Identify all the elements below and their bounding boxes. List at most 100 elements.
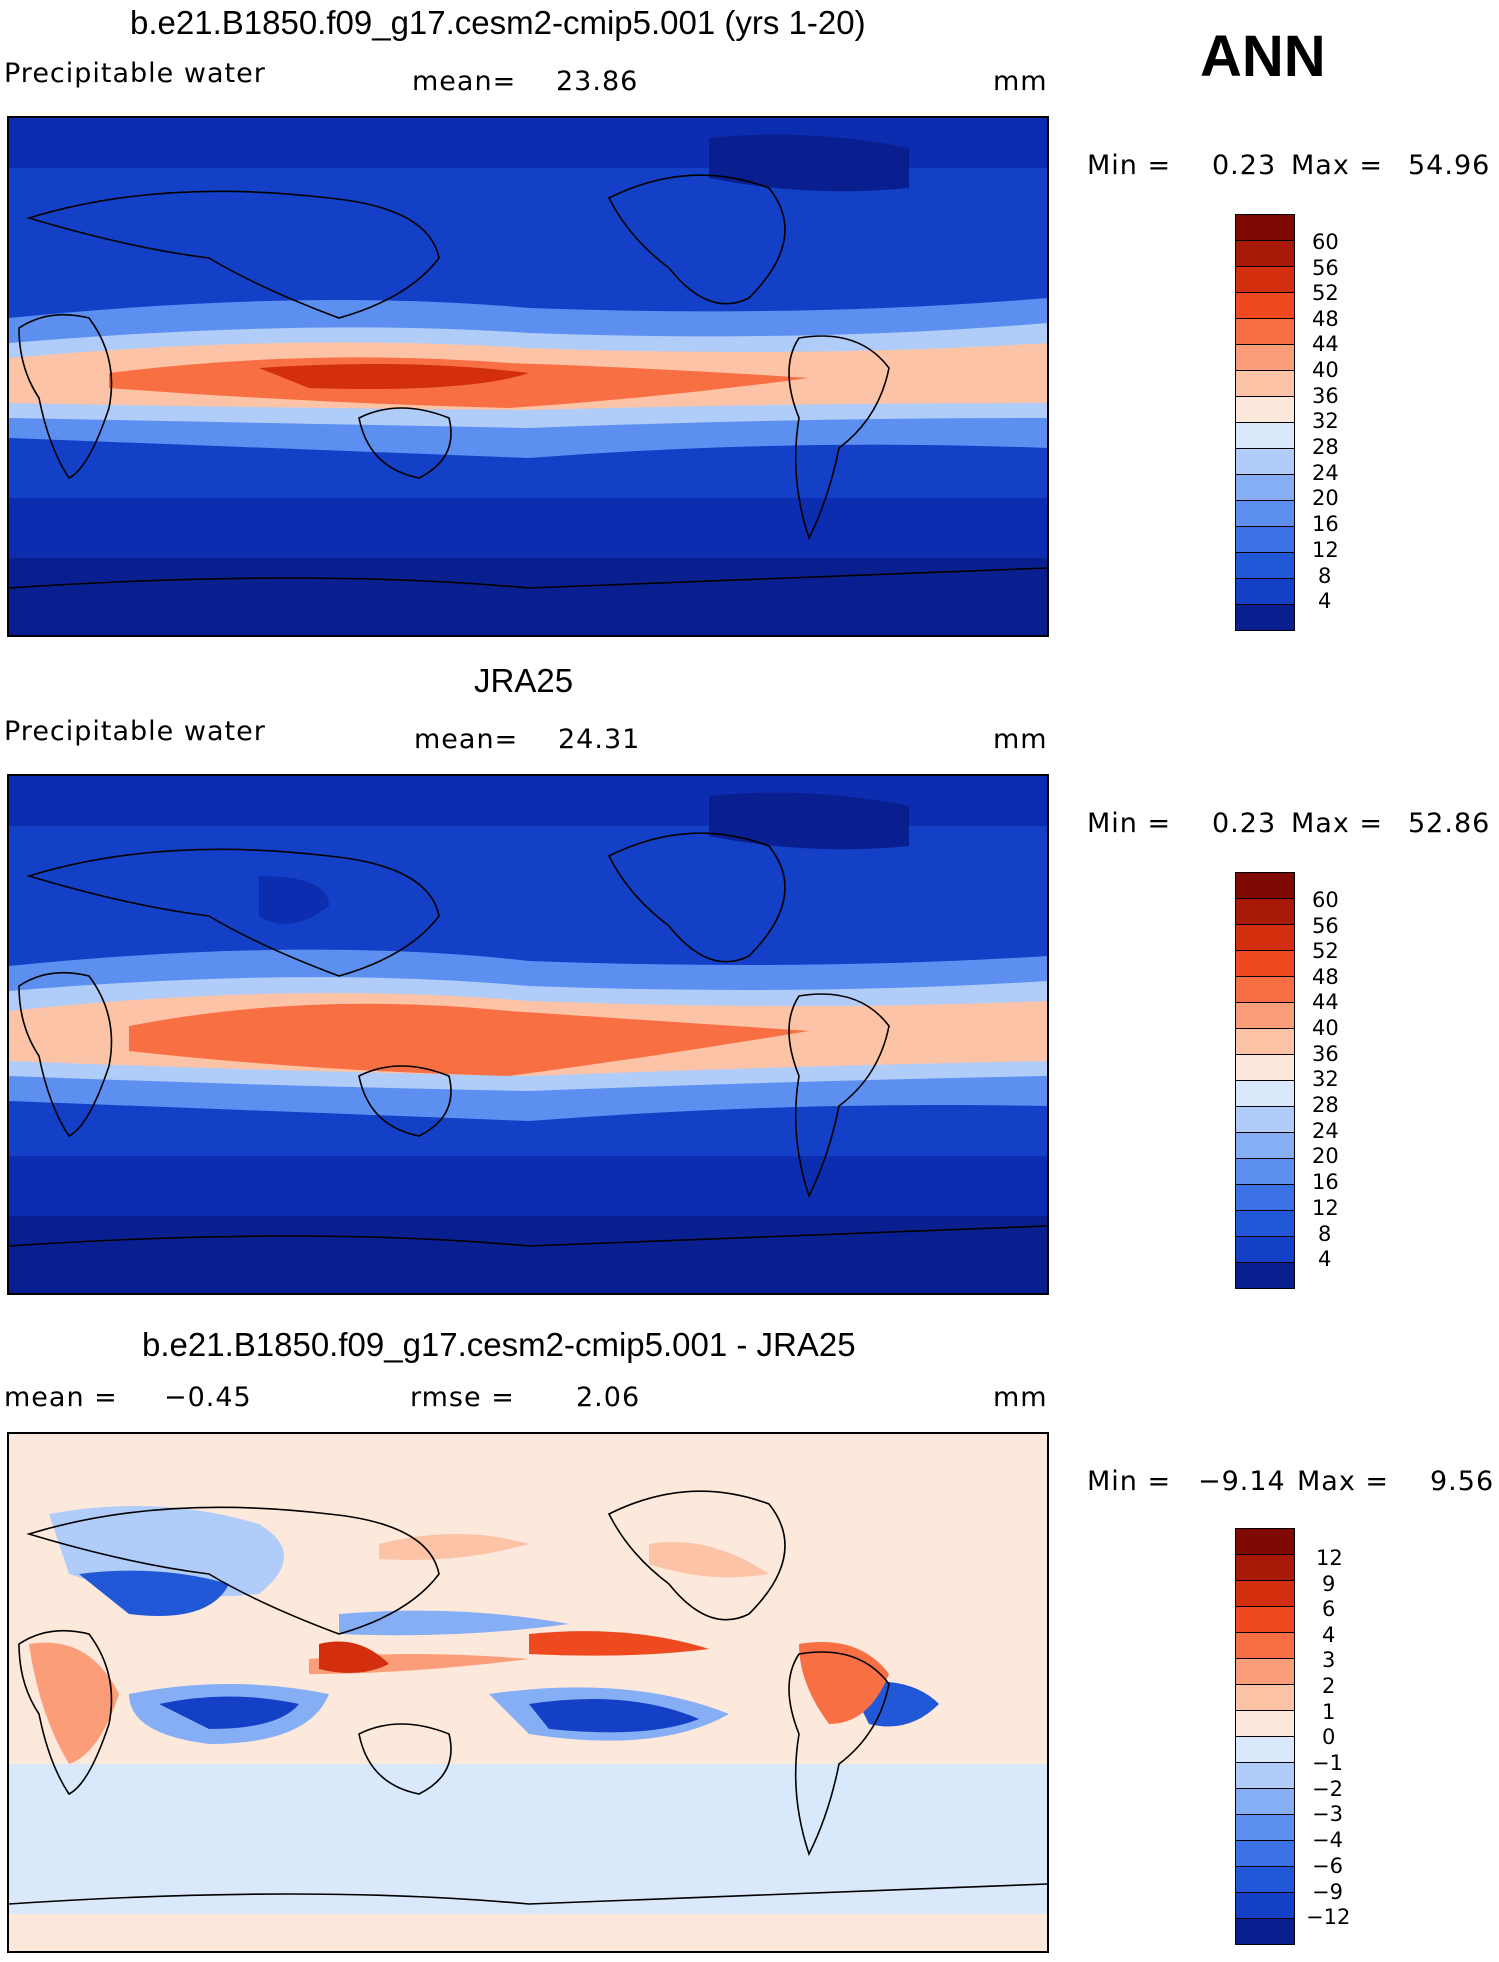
colorbar-swatch (1235, 318, 1295, 344)
colorbar-swatch (1235, 604, 1295, 631)
colorbar-tick: 48 (1312, 307, 1339, 331)
colorbar-tick: 40 (1312, 358, 1339, 382)
panel-obs-units: mm (993, 724, 1048, 755)
panel-obs-min-value: 0.23 (1212, 808, 1277, 839)
colorbar-swatch (1235, 1840, 1295, 1866)
colorbar-swatch (1235, 1658, 1295, 1684)
colorbar-tick: 12 (1312, 1196, 1339, 1220)
colorbar-tick: 16 (1312, 512, 1339, 536)
panel-model-map-svg (9, 118, 1047, 635)
colorbar-swatch (1235, 1554, 1295, 1580)
panel-diff-min-value: −9.14 (1198, 1466, 1286, 1497)
panel-obs-colorbar (1235, 872, 1295, 1289)
colorbar-tick: 4 (1318, 1247, 1332, 1271)
colorbar-tick: 40 (1312, 1016, 1339, 1040)
colorbar-tick: 1 (1322, 1700, 1336, 1724)
panel-obs-max-label: Max = (1291, 808, 1384, 839)
colorbar-swatch (1235, 396, 1295, 422)
panel-obs-min-label: Min = (1087, 808, 1172, 839)
colorbar-swatch (1235, 240, 1295, 266)
colorbar-tick: 8 (1318, 564, 1332, 588)
colorbar-swatch (1235, 1918, 1295, 1945)
colorbar-swatch (1235, 1788, 1295, 1814)
panel-obs-title: JRA25 (474, 662, 574, 699)
panel-diff-mean-label: mean = (4, 1382, 118, 1413)
panel-diff-units: mm (993, 1382, 1048, 1413)
colorbar-tick: 24 (1312, 461, 1339, 485)
colorbar-swatch (1235, 1762, 1295, 1788)
colorbar-swatch (1235, 500, 1295, 526)
panel-model-mean-value: 23.86 (556, 66, 639, 97)
colorbar-swatch (1235, 898, 1295, 924)
colorbar-swatch (1235, 1210, 1295, 1236)
season-label: ANN (1200, 24, 1326, 89)
panel-model-title: b.e21.B1850.f09_g17.cesm2-cmip5.001 (yrs… (130, 4, 866, 41)
colorbar-tick: 60 (1312, 230, 1339, 254)
panel-obs-variable: Precipitable water (4, 716, 266, 747)
panel-obs-mean-label: mean= (414, 724, 519, 755)
colorbar-tick: 52 (1312, 281, 1339, 305)
colorbar-tick: 56 (1312, 256, 1339, 280)
colorbar-swatch (1235, 266, 1295, 292)
colorbar-swatch (1235, 1710, 1295, 1736)
colorbar-tick: 16 (1312, 1170, 1339, 1194)
panel-model-mean-label: mean= (412, 66, 517, 97)
panel-model-min-value: 0.23 (1212, 150, 1277, 181)
panel-model-variable: Precipitable water (4, 58, 266, 89)
panel-diff-max-label: Max = (1297, 1466, 1390, 1497)
colorbar-tick: 20 (1312, 486, 1339, 510)
colorbar-tick: −12 (1306, 1905, 1351, 1929)
colorbar-tick: 48 (1312, 965, 1339, 989)
colorbar-swatch (1235, 924, 1295, 950)
colorbar-swatch (1235, 1132, 1295, 1158)
panel-diff-title: b.e21.B1850.f09_g17.cesm2-cmip5.001 - JR… (142, 1326, 856, 1363)
colorbar-tick: 24 (1312, 1119, 1339, 1143)
colorbar-tick: −3 (1312, 1802, 1343, 1826)
panel-model-max-value: 54.96 (1408, 150, 1491, 181)
panel-diff-map-svg (9, 1434, 1047, 1951)
colorbar-swatch (1235, 1684, 1295, 1710)
colorbar-tick: 28 (1312, 435, 1339, 459)
colorbar-swatch (1235, 872, 1295, 898)
colorbar-swatch (1235, 292, 1295, 318)
colorbar-swatch (1235, 1262, 1295, 1289)
colorbar-tick: 12 (1316, 1546, 1343, 1570)
colorbar-swatch (1235, 578, 1295, 604)
colorbar-tick: 44 (1312, 332, 1339, 356)
panel-model-min-label: Min = (1087, 150, 1172, 181)
colorbar-swatch (1235, 976, 1295, 1002)
panel-diff-rmse-value: 2.06 (576, 1382, 641, 1413)
colorbar-tick: −1 (1312, 1751, 1343, 1775)
panel-obs-max-value: 52.86 (1408, 808, 1491, 839)
colorbar-tick: −6 (1312, 1854, 1343, 1878)
colorbar-tick: 2 (1322, 1674, 1336, 1698)
colorbar-swatch (1235, 1158, 1295, 1184)
colorbar-swatch (1235, 1606, 1295, 1632)
colorbar-swatch (1235, 344, 1295, 370)
colorbar-swatch (1235, 1106, 1295, 1132)
colorbar-tick: 32 (1312, 409, 1339, 433)
colorbar-swatch (1235, 1736, 1295, 1762)
colorbar-tick: 4 (1318, 589, 1332, 613)
colorbar-swatch (1235, 1236, 1295, 1262)
colorbar-swatch (1235, 214, 1295, 240)
panel-obs-mean-value: 24.31 (558, 724, 641, 755)
colorbar-swatch (1235, 1632, 1295, 1658)
panel-diff-max-value: 9.56 (1430, 1466, 1495, 1497)
panel-diff-map (7, 1432, 1049, 1953)
colorbar-tick: 52 (1312, 939, 1339, 963)
colorbar-swatch (1235, 1184, 1295, 1210)
colorbar-swatch (1235, 1080, 1295, 1106)
panel-diff-mean-value: −0.45 (164, 1382, 252, 1413)
panel-obs-map-svg (9, 776, 1047, 1293)
colorbar-tick: 8 (1318, 1222, 1332, 1246)
colorbar-swatch (1235, 474, 1295, 500)
colorbar-tick: 3 (1322, 1648, 1336, 1672)
panel-model-units: mm (993, 66, 1048, 97)
colorbar-tick: −9 (1312, 1880, 1343, 1904)
colorbar-tick: 36 (1312, 1042, 1339, 1066)
panel-obs-map (7, 774, 1049, 1295)
colorbar-swatch (1235, 1002, 1295, 1028)
colorbar-tick: 20 (1312, 1144, 1339, 1168)
colorbar-tick: −2 (1312, 1777, 1343, 1801)
